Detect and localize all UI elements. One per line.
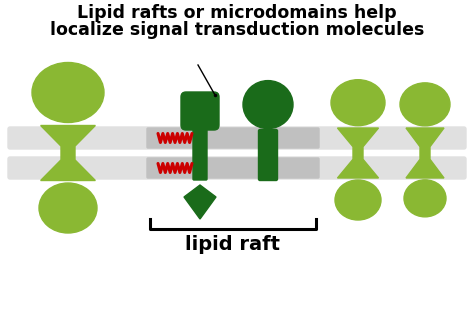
Ellipse shape — [243, 80, 293, 129]
Polygon shape — [41, 125, 95, 181]
Polygon shape — [337, 128, 379, 178]
Ellipse shape — [331, 80, 385, 126]
Ellipse shape — [400, 83, 450, 126]
Ellipse shape — [335, 180, 381, 220]
Ellipse shape — [32, 62, 104, 123]
Polygon shape — [184, 185, 216, 219]
FancyBboxPatch shape — [258, 129, 277, 181]
FancyBboxPatch shape — [181, 92, 219, 130]
FancyBboxPatch shape — [193, 124, 207, 180]
Ellipse shape — [39, 183, 97, 233]
FancyBboxPatch shape — [147, 158, 319, 178]
Ellipse shape — [404, 180, 446, 217]
FancyBboxPatch shape — [8, 157, 466, 179]
Text: localize signal transduction molecules: localize signal transduction molecules — [50, 21, 424, 39]
FancyBboxPatch shape — [147, 128, 319, 148]
Text: lipid raft: lipid raft — [185, 235, 281, 254]
Text: Lipid rafts or microdomains help: Lipid rafts or microdomains help — [77, 4, 397, 22]
Polygon shape — [406, 128, 444, 178]
FancyBboxPatch shape — [8, 127, 466, 149]
